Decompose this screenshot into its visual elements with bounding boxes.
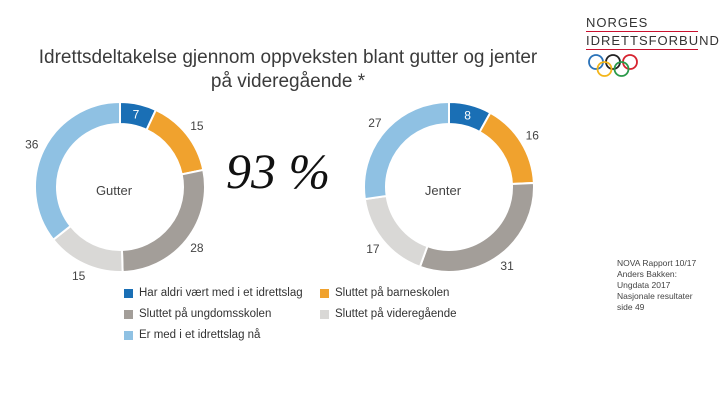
slice-value-label: 15: [72, 269, 86, 283]
donut-slice: [34, 100, 121, 242]
source-line: side 49: [617, 302, 645, 312]
slice-value-label: 17: [366, 242, 380, 256]
donut-center-label: Gutter: [96, 183, 133, 198]
legend-swatch: [320, 309, 329, 319]
legend-label: Sluttet på barneskolen: [335, 287, 450, 299]
donut-slice: [120, 168, 206, 273]
slice-value-label: 36: [25, 137, 39, 151]
source-line: Anders Bakken:: [617, 269, 678, 279]
title-line-1: Idrettsdeltakelse gjennom oppveksten bla…: [38, 47, 538, 68]
source-note: NOVA Rapport 10/17 Anders Bakken: Ungdat…: [617, 258, 696, 313]
legend-item: Sluttet på videregående: [320, 308, 456, 320]
olympic-rings-icon: [588, 54, 638, 77]
donut-center-label: Jenter: [425, 183, 462, 198]
legend-label: Er med i et idrettslag nå: [139, 329, 261, 341]
slice-value-label: 31: [500, 259, 514, 273]
legend-label: Sluttet på ungdomsskolen: [139, 308, 272, 320]
title-line-2: på videregående *: [210, 71, 366, 92]
logo-rule-2: [586, 49, 698, 50]
legend-swatch: [124, 330, 133, 340]
donut-slice: [363, 194, 429, 269]
logo-rule: [586, 31, 698, 32]
legend-item: Sluttet på ungdomsskolen: [124, 308, 271, 320]
nif-logo: NORGES IDRETTSFORBUND: [586, 15, 720, 78]
chart-title: Idrettsdeltakelse gjennom oppveksten bla…: [28, 46, 548, 94]
highlight-percentage: 93 %: [226, 143, 331, 199]
legend-item: Har aldri vært med i et idrettslag: [124, 287, 303, 299]
logo-line-2: IDRETTSFORBUND: [586, 33, 720, 48]
source-line: NOVA Rapport 10/17: [617, 258, 697, 268]
donut-slice: [363, 100, 450, 201]
legend-label: Har aldri vært med i et idrettslag: [139, 287, 303, 299]
legend-swatch: [124, 288, 133, 298]
slice-value-label: 8: [464, 108, 471, 122]
logo-line-1: NORGES: [586, 15, 649, 30]
source-line: Ungdata 2017: [617, 280, 671, 290]
legend-item: Er med i et idrettslag nå: [124, 329, 260, 341]
legend-item: Sluttet på barneskolen: [320, 287, 449, 299]
slice-value-label: 27: [368, 116, 382, 130]
slice-value-label: 16: [526, 128, 540, 142]
donut-slice: [51, 224, 124, 273]
source-line: Nasjonale resultater: [617, 291, 693, 301]
donut-slice: [478, 111, 535, 186]
slice-value-label: 28: [190, 241, 204, 255]
slice-value-label: 7: [133, 108, 140, 122]
slice-value-label: 15: [190, 119, 204, 133]
legend-label: Sluttet på videregående: [335, 308, 457, 320]
legend-swatch: [124, 309, 133, 319]
legend-swatch: [320, 288, 329, 298]
